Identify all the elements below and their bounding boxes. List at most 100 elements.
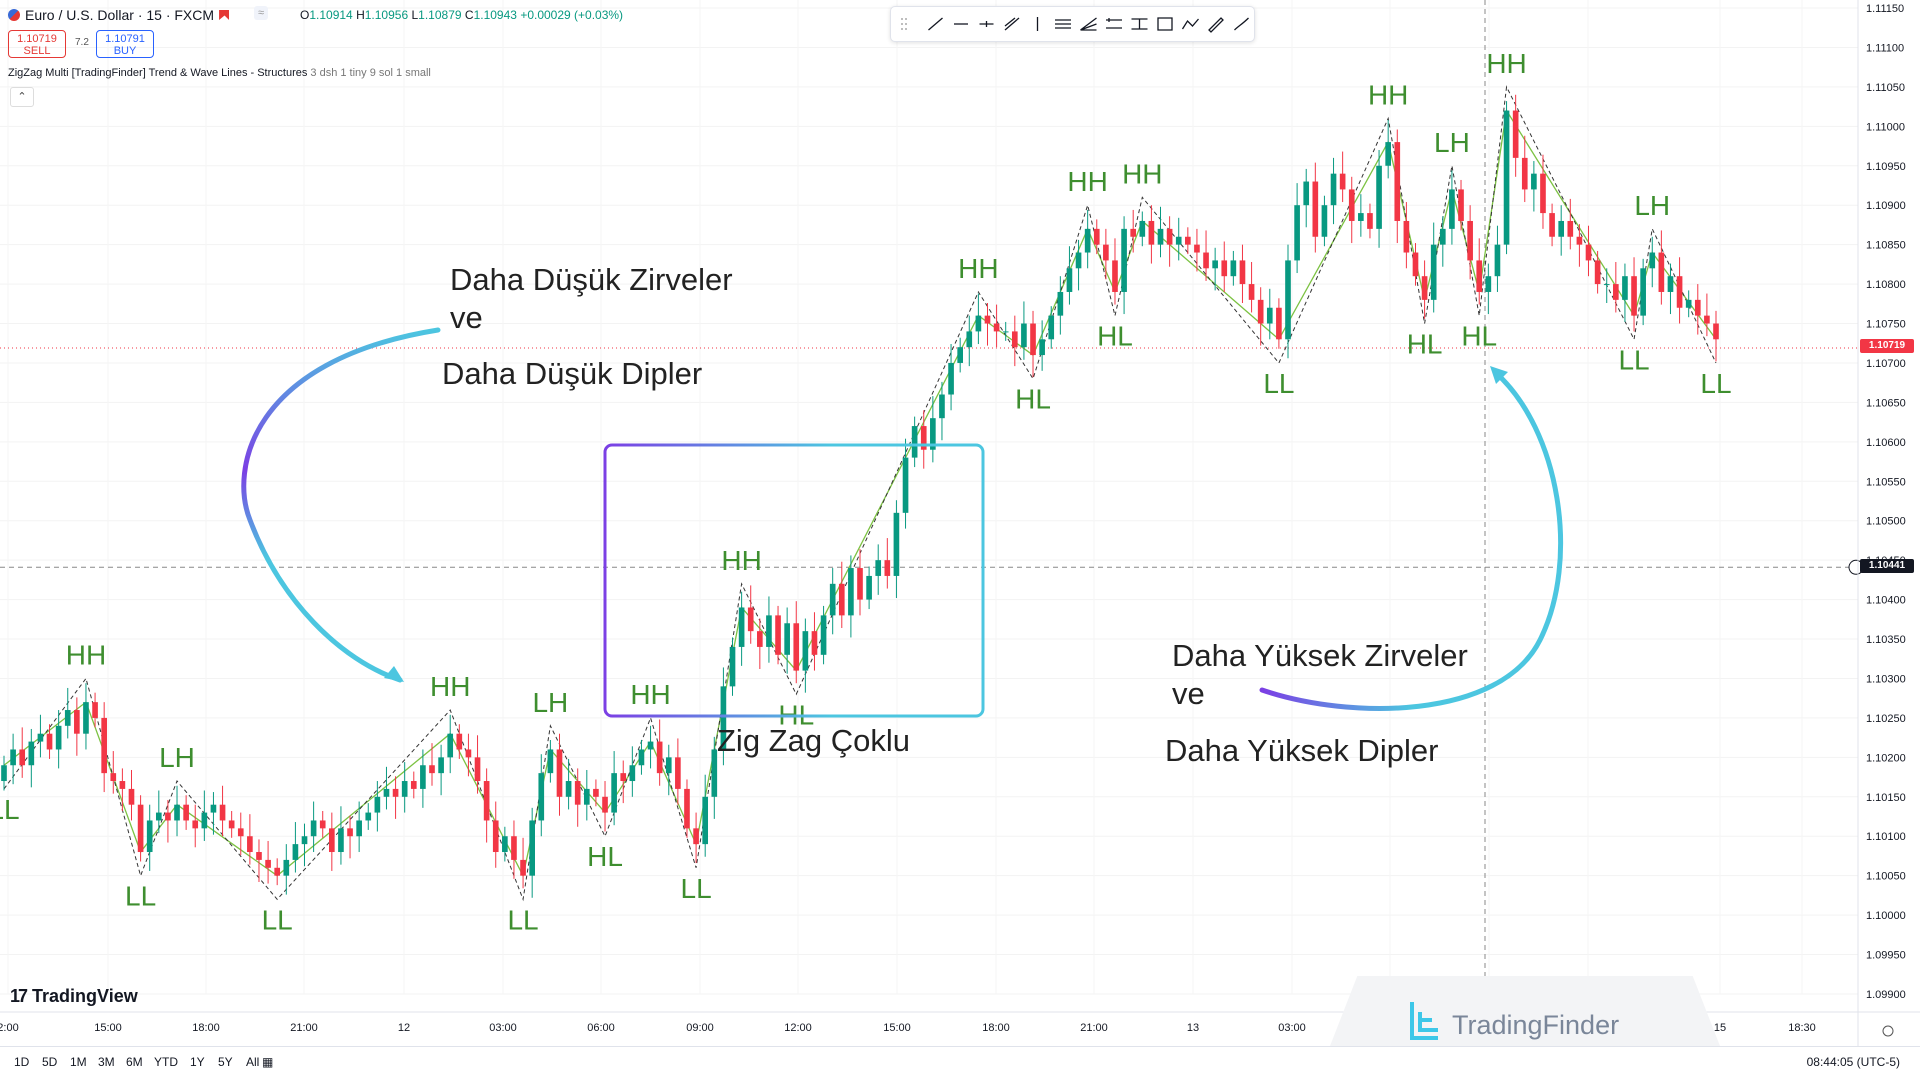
candle-body: [620, 773, 627, 782]
timeframe-6m[interactable]: 6M: [126, 1055, 143, 1069]
candle-body: [1576, 236, 1583, 245]
timeframe-all[interactable]: All: [246, 1055, 260, 1069]
candle-body: [711, 749, 718, 797]
candle-body: [1, 765, 7, 782]
candle-body: [1239, 260, 1246, 285]
timeframe-3m[interactable]: 3M: [98, 1055, 115, 1069]
symbol-title[interactable]: Euro / U.S. Dollar · 15 · FXCM: [8, 7, 230, 23]
candle-body: [1430, 244, 1437, 300]
candle-body: [1494, 244, 1501, 277]
candle-body: [875, 560, 882, 576]
buy-button[interactable]: 1.10791 BUY: [96, 30, 154, 58]
price-tick-label: 1.10250: [1866, 713, 1906, 725]
clock[interactable]: 08:44:05 (UTC-5): [1806, 1055, 1900, 1069]
candle-body: [1476, 260, 1483, 292]
compare-icon[interactable]: ≈: [254, 6, 269, 20]
close-value: 1.10943: [473, 8, 517, 22]
candle-body: [1704, 315, 1710, 324]
candle-body: [820, 615, 827, 655]
candle-body: [857, 568, 863, 600]
sell-button[interactable]: 1.10719 SELL: [8, 30, 66, 58]
fib-retracement-icon: [1055, 19, 1071, 29]
candle-body: [1694, 299, 1701, 316]
collapse-legend-icon[interactable]: ⌃: [10, 87, 34, 107]
timeframe-1y[interactable]: 1Y: [190, 1055, 205, 1069]
candle-body: [1112, 260, 1118, 292]
bookmark-icon[interactable]: [219, 10, 230, 20]
candle-body: [155, 812, 162, 821]
tradingview-logo[interactable]: 17 TradingView: [10, 986, 138, 1007]
candle-body: [1558, 220, 1565, 237]
candle-body: [556, 749, 563, 797]
candle-body: [256, 852, 262, 860]
candle-body: [629, 765, 636, 782]
price-tick-label: 1.10200: [1866, 752, 1906, 764]
candle-body: [1276, 307, 1282, 340]
candle-body: [1348, 189, 1355, 221]
candle-body: [183, 804, 189, 821]
zigzag-main-line: [3, 108, 1717, 878]
time-tick-label: 09:00: [686, 1022, 714, 1034]
candle-body: [1212, 260, 1218, 269]
candle-body: [1130, 228, 1137, 237]
candle-body: [128, 788, 135, 805]
candle-body: [502, 836, 508, 853]
ohlc-readout: O1.10914 H1.10956 L1.10879 C1.10943 +0.0…: [300, 8, 624, 22]
structure-label: HH: [430, 671, 470, 702]
candle-body: [165, 812, 171, 821]
candle-body: [1540, 173, 1546, 214]
time-tick-label: 2:00: [0, 1022, 19, 1034]
candle-body: [1485, 276, 1492, 292]
candle-body: [593, 788, 599, 797]
candle-body: [757, 631, 763, 647]
candle-body: [529, 820, 535, 876]
candle-body: [146, 820, 153, 853]
candle-body: [92, 702, 98, 718]
goto-date-icon[interactable]: ▦: [262, 1055, 274, 1069]
tradingfinder-logo-icon: [1410, 1002, 1438, 1040]
candle-body: [702, 796, 709, 845]
price-tick-label: 1.10750: [1866, 319, 1906, 331]
candle-body: [19, 749, 26, 766]
candle-body: [192, 820, 199, 829]
candle-body: [1521, 157, 1528, 190]
crosshair-price-tag: 1.10441: [1860, 559, 1914, 573]
candle-body: [10, 749, 16, 766]
candle-body: [219, 804, 226, 821]
tradingview-logo-text: TradingView: [32, 986, 138, 1006]
candle-body: [283, 859, 290, 876]
timeframe-1d[interactable]: 1D: [14, 1055, 30, 1069]
time-tick-label: 15: [1714, 1022, 1726, 1034]
price-tick-label: 1.10300: [1866, 673, 1906, 685]
candle-body: [401, 781, 408, 797]
candle-body: [1048, 315, 1055, 340]
candle-body: [110, 773, 117, 782]
time-tick-label: 18:00: [192, 1022, 220, 1034]
price-tick-label: 1.10150: [1866, 792, 1906, 804]
candle-body: [583, 788, 590, 805]
price-tick-label: 1.11150: [1866, 3, 1904, 15]
timeframe-ytd[interactable]: YTD: [154, 1055, 178, 1069]
structure-label: LH: [532, 687, 568, 718]
structure-label: LL: [681, 873, 712, 904]
candle-body: [1640, 268, 1646, 316]
price-axis: 1.11150 1.11100 1.11050 1.11000 1.10950 1.109…: [1857, 0, 1906, 1046]
timeframe-1m[interactable]: 1M: [70, 1055, 87, 1069]
symbol-title-text: Euro / U.S. Dollar · 15 · FXCM: [25, 7, 215, 23]
price-tick-label: 1.09900: [1866, 989, 1906, 1001]
candle-body: [784, 623, 790, 655]
timeframe-5y[interactable]: 5Y: [218, 1055, 233, 1069]
timeframe-5d[interactable]: 5D: [42, 1055, 58, 1069]
time-tick-label: 03:00: [1278, 1022, 1306, 1034]
time-tick-label: 12:00: [784, 1022, 812, 1034]
candle-body: [1075, 252, 1082, 269]
candle-body: [747, 607, 754, 632]
indicator-legend[interactable]: ZigZag Multi [TradingFinder] Trend & Wav…: [8, 67, 431, 79]
chart-grid: [0, 7, 1858, 995]
path-icon: [1181, 18, 1199, 30]
candle-body: [1230, 260, 1237, 277]
candle-body: [237, 828, 244, 837]
candle-body: [319, 820, 326, 829]
candle-body: [210, 804, 217, 813]
